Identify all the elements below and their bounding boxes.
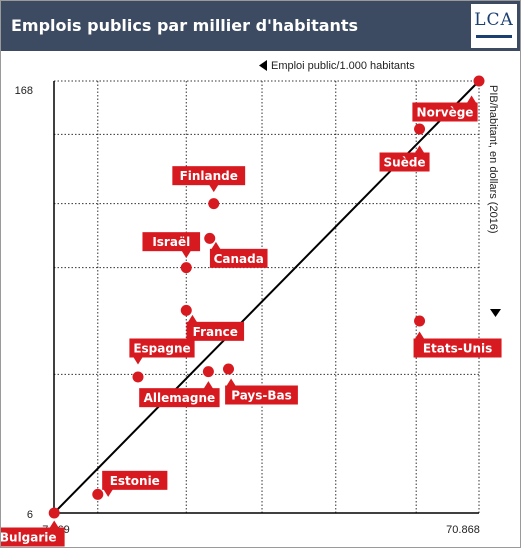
point-label-espagne: Espagne <box>133 342 190 356</box>
point-label-isra-l: Israël <box>152 235 190 249</box>
label-box-isra-l <box>142 232 201 252</box>
label-pointer-etats-unis <box>414 331 425 340</box>
label-box-espagne <box>129 338 195 358</box>
point-norv-ge <box>473 75 485 87</box>
point-label-finlande: Finlande <box>180 169 238 183</box>
page-title: Emplois publics par millier d'habitants <box>11 16 359 35</box>
label-box-etats-unis <box>413 338 502 358</box>
header-bar: Emplois publics par millier d'habitants … <box>1 1 520 51</box>
point-isra-l <box>180 262 192 274</box>
label-box-france <box>186 321 245 341</box>
trend-line <box>53 80 480 514</box>
point-espagne <box>132 371 144 383</box>
logo-underline <box>476 35 512 38</box>
point-estonie <box>92 488 104 500</box>
y-tick-min: 6 <box>27 509 33 521</box>
point-label-pays-bas: Pays-Bas <box>231 389 292 403</box>
y-axis-label: PIB/habitant, en dollars (2016) <box>487 85 499 234</box>
grid-lines <box>54 80 480 513</box>
point-canada <box>204 232 216 244</box>
label-box-norv-ge <box>412 102 478 122</box>
label-pointer-france <box>187 314 198 323</box>
y-axis-arrow-icon <box>490 309 501 317</box>
label-pointer-bulgarie <box>49 520 60 529</box>
label-pointer-finlande <box>208 184 219 193</box>
point-etats-unis <box>414 315 426 327</box>
point-allemagne <box>202 366 214 378</box>
label-pointer-su-de <box>414 145 425 154</box>
label-box-pays-bas <box>225 385 298 405</box>
point-su-de <box>414 123 426 135</box>
label-pointer-espagne <box>133 356 144 365</box>
point-label-bulgarie: Bulgarie <box>1 531 57 545</box>
point-label-etats-unis: Etats-Unis <box>423 342 492 356</box>
point-label-norv-ge: Norvège <box>417 106 474 120</box>
logo-text: LCA <box>474 10 514 30</box>
point-france <box>180 304 192 316</box>
label-pointer-allemagne <box>203 381 214 390</box>
x-axis-label: Emploi public/1.000 habitants <box>271 60 415 72</box>
point-label-canada: Canada <box>214 252 264 266</box>
x-tick-max: 70.868 <box>446 524 480 536</box>
scatter-chart: Emploi public/1.000 habitants PIB/habita… <box>1 60 502 547</box>
point-label-allemagne: Allemagne <box>144 391 216 405</box>
label-box-allemagne <box>139 388 220 408</box>
y-tick-max: 168 <box>15 85 33 97</box>
label-box-finlande <box>172 166 246 186</box>
point-label-estonie: Estonie <box>110 474 160 488</box>
label-pointer-canada <box>210 241 221 250</box>
label-pointer-estonie <box>103 488 114 497</box>
point-finlande <box>208 198 220 210</box>
label-box-canada <box>209 248 268 268</box>
point-label-france: France <box>193 325 238 339</box>
lca-logo: LCA <box>471 4 517 48</box>
label-pointer-isra-l <box>181 250 192 259</box>
label-pointer-norv-ge <box>466 95 477 104</box>
point-label-su-de: Suède <box>384 156 426 170</box>
label-box-bulgarie <box>1 527 65 547</box>
label-box-estonie <box>102 470 168 490</box>
point-pays-bas <box>223 363 235 375</box>
point-bulgarie <box>48 507 60 519</box>
label-box-su-de <box>379 152 430 172</box>
x-axis-arrow-icon <box>259 60 267 71</box>
label-pointer-pays-bas <box>226 378 237 387</box>
